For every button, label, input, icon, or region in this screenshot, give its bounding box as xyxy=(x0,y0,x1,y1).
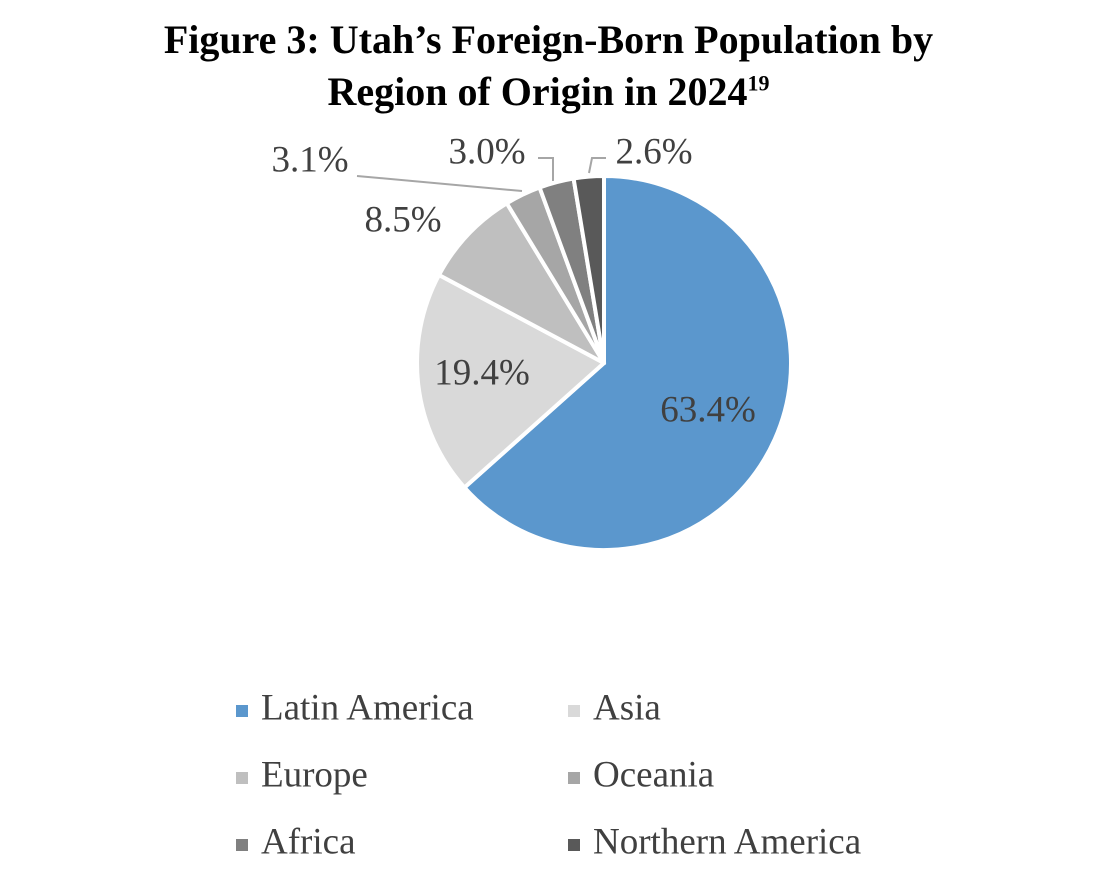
legend-swatch xyxy=(236,772,248,784)
legend-swatch xyxy=(568,839,580,851)
legend-swatch xyxy=(568,772,580,784)
title-text: Figure 3: Utah’s Foreign-Born Population… xyxy=(139,14,959,118)
data-label: 8.5% xyxy=(364,199,441,240)
leader-lines xyxy=(356,157,606,192)
chart-title: Figure 3: Utah’s Foreign-Born Population… xyxy=(163,17,934,114)
legend-label: Asia xyxy=(593,687,661,728)
data-label: 63.4% xyxy=(660,389,756,430)
legend-swatch xyxy=(236,705,248,717)
pie-slice xyxy=(571,174,606,365)
title-footnote: 19 xyxy=(747,70,770,96)
legend-swatch xyxy=(236,839,248,851)
leader-line xyxy=(356,175,523,192)
legend-label: Northern America xyxy=(593,821,861,862)
legend-label: Oceania xyxy=(593,754,714,795)
title-box: Figure 3: Utah’s Foreign-Born Population… xyxy=(0,14,1097,118)
legend-label: Latin America xyxy=(261,687,474,728)
legend-swatch xyxy=(568,705,580,717)
data-label: 3.0% xyxy=(448,131,525,172)
data-label: 2.6% xyxy=(615,131,692,172)
legend-label: Europe xyxy=(261,754,368,795)
leader-line xyxy=(588,157,606,174)
pie-slice xyxy=(462,174,793,552)
pie-slice xyxy=(415,272,606,490)
legend-label: Africa xyxy=(261,821,356,862)
data-label: 19.4% xyxy=(434,352,530,393)
leader-line xyxy=(538,157,554,181)
data-label: 3.1% xyxy=(271,139,348,180)
